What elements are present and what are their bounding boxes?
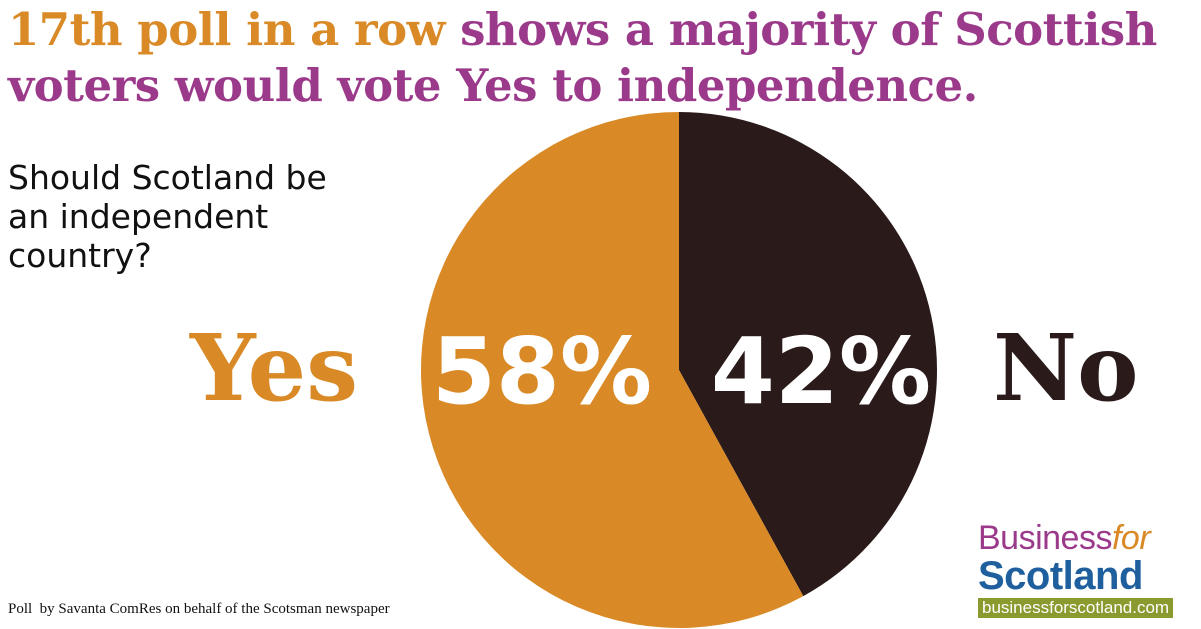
logo-for: for: [1111, 519, 1151, 557]
business-for-scotland-logo: Businessfor Scotland businessforscotland…: [978, 520, 1193, 618]
logo-business: Business: [978, 519, 1112, 557]
no-label: No: [993, 314, 1139, 422]
poll-question: Should Scotland be an independent countr…: [8, 158, 327, 275]
pie-slice-yes: [420, 112, 804, 628]
logo-url: businessforscotland.com: [978, 598, 1174, 618]
pie-slice-no: [679, 112, 937, 597]
source-note: Poll by Savanta ComRes on behalf of the …: [8, 601, 390, 617]
logo-scotland: Scotland: [978, 554, 1143, 598]
pie-label-no: 42%: [711, 318, 931, 425]
logo-wordmark-top: Businessfor: [978, 520, 1193, 556]
headline-highlight: 17th poll in a row: [8, 3, 445, 56]
headline: 17th poll in a row shows a majority of S…: [8, 2, 1193, 114]
headline-rest: shows a majority of Scottish voters woul…: [8, 3, 1157, 112]
pie-label-yes: 58%: [432, 318, 652, 425]
yes-label: Yes: [190, 314, 359, 422]
